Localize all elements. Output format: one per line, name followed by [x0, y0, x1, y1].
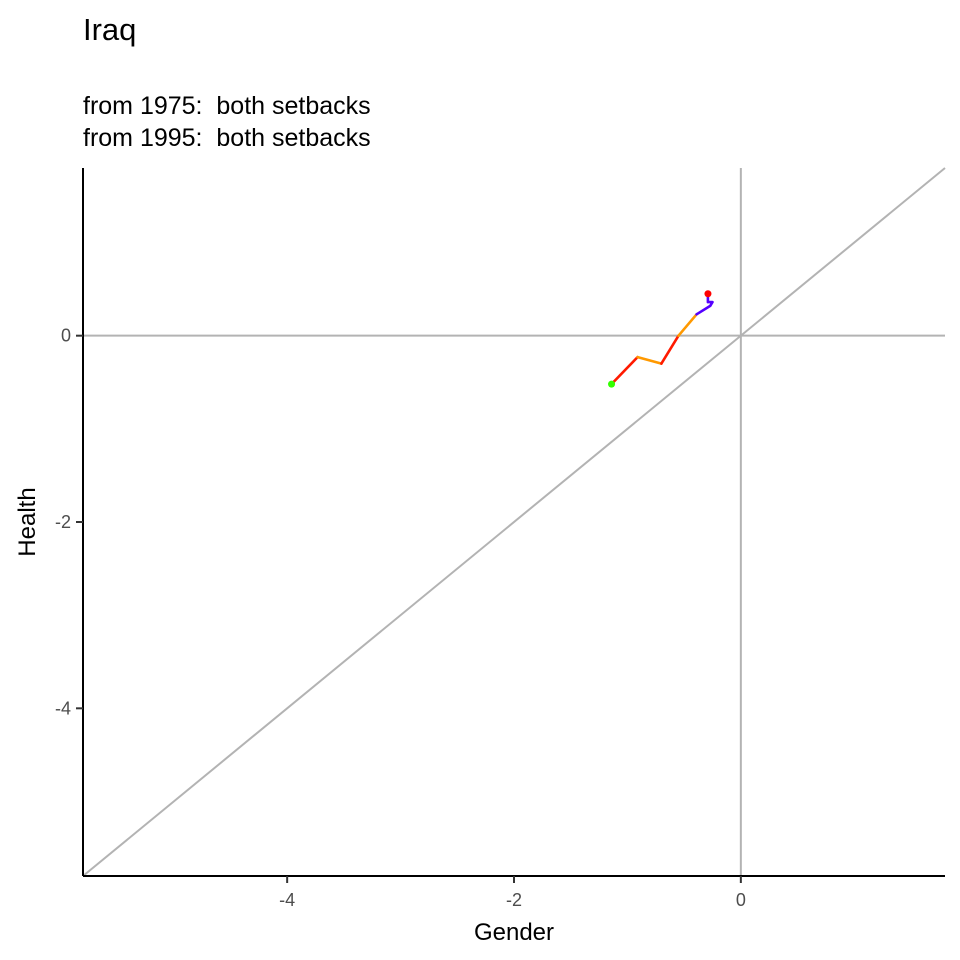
- x-axis-title: Gender: [474, 919, 554, 946]
- path-segment-1: [610, 355, 639, 386]
- path-segment-5: [695, 292, 714, 316]
- path-segment-2: [636, 355, 663, 365]
- end-point-marker: [704, 290, 712, 298]
- chart-subtitle-line-1: from 1975: both setbacks: [83, 92, 371, 120]
- y-tick-label: 0: [61, 326, 71, 346]
- y-tick-label: -4: [55, 698, 71, 718]
- x-tick-label: -4: [279, 890, 295, 910]
- y-axis-title: Health: [14, 487, 41, 556]
- trajectory-markers: [608, 290, 712, 388]
- axes: -4 -2 0 0 -2 -4: [55, 168, 945, 910]
- reference-lines: [82, 167, 946, 877]
- chart-subtitle-line-2: from 1995: both setbacks: [83, 124, 371, 152]
- start-point-marker: [608, 380, 616, 388]
- path-segment-3: [660, 334, 680, 365]
- reference-line-diagonal: [82, 167, 946, 877]
- chart-title: Iraq: [83, 12, 137, 47]
- trajectory-series: [610, 292, 714, 386]
- x-tick-label: 0: [736, 890, 746, 910]
- x-tick-label: -2: [506, 890, 522, 910]
- y-tick-label: -2: [55, 512, 71, 532]
- path-segment-4: [677, 312, 698, 338]
